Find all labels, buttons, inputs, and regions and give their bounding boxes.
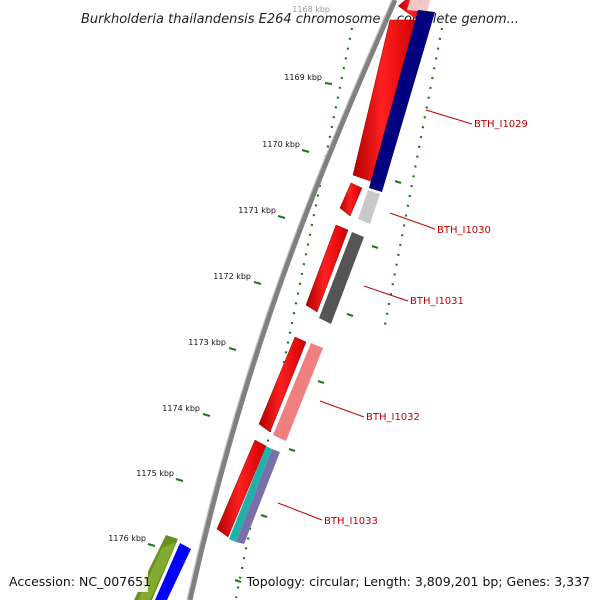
tick-mark (175, 478, 184, 482)
tick-1168: 1168 kbp (292, 5, 330, 14)
tick-mark (277, 215, 286, 219)
tick-label: 1176 kbp (108, 534, 146, 543)
outer-tick-marks (234, 180, 402, 583)
gene-BTH_I1029-cog[interactable] (369, 10, 435, 192)
tick-mark (147, 543, 156, 547)
gene-labels: BTH_I1029 BTH_I1030 BTH_I1031 BTH_I1032 … (277, 109, 528, 527)
map-title: Burkholderia thailandensis E264 chromoso… (81, 12, 519, 27)
tick-label: 1170 kbp (262, 140, 300, 149)
gene-BTH_I1032-cds[interactable] (258, 336, 307, 433)
tick-label: 1169 kbp (284, 73, 322, 82)
gene-blue-cog[interactable] (155, 543, 191, 600)
tick-mark (324, 82, 333, 85)
tick-label: 1174 kbp (162, 404, 200, 413)
tick-dots-inner (234, 27, 354, 599)
tick-label: 1173 kbp (188, 338, 226, 347)
tick-label: 1175 kbp (136, 469, 174, 478)
gene-BTH_I1031-cog[interactable] (319, 232, 364, 324)
tick-1172: 1172 kbp (213, 272, 262, 285)
tick-label: 1171 kbp (238, 206, 276, 215)
gene-label-BTH_I1030[interactable]: BTH_I1030 (437, 225, 491, 236)
gene-BTH_I1030-cds[interactable] (339, 182, 363, 217)
tick-1170: 1170 kbp (262, 140, 310, 153)
tick-mark (228, 347, 237, 351)
label-leader (363, 285, 409, 302)
tick-label: 1172 kbp (213, 272, 251, 281)
gene-label-BTH_I1032[interactable]: BTH_I1032 (366, 412, 420, 423)
cog-track (229, 0, 435, 544)
tick-1174: 1174 kbp (162, 404, 211, 417)
gene-BTH_I1033-cds[interactable] (216, 439, 267, 538)
gene-BTH_I1033-cog[interactable] (229, 446, 280, 544)
tick-1173: 1173 kbp (188, 338, 237, 351)
gene-BTH_I1030-cog[interactable] (358, 190, 380, 224)
kbp-ticks: 1168 kbp 1169 kbp 1170 kbp 1171 kbp 1172… (108, 5, 333, 547)
label-leader (389, 212, 436, 230)
gene-BTH_I1032-cog[interactable] (273, 343, 323, 441)
tick-1175: 1175 kbp (136, 469, 184, 482)
genome-summary-text: Topology: circular; Length: 3,809,201 bp… (246, 574, 590, 589)
tick-1171: 1171 kbp (238, 206, 286, 219)
tick-mark (301, 149, 310, 153)
tick-mark (202, 413, 211, 417)
tick-label: 1168 kbp (292, 5, 330, 14)
tick-1169: 1169 kbp (284, 73, 333, 85)
label-leader (319, 400, 365, 418)
label-leader (425, 109, 473, 125)
tick-mark (253, 281, 262, 285)
genome-backbone (187, 0, 398, 600)
label-leader (277, 502, 323, 521)
tick-dots-outer (382, 27, 444, 331)
gene-BTH_I1031-cds[interactable] (305, 224, 349, 313)
tick-1176: 1176 kbp (108, 534, 156, 547)
gene-label-BTH_I1031[interactable]: BTH_I1031 (410, 296, 464, 307)
gene-label-BTH_I1029[interactable]: BTH_I1029 (474, 119, 528, 130)
gene-label-BTH_I1033[interactable]: BTH_I1033 (324, 516, 378, 527)
cds-track (216, 0, 428, 538)
accession-text: Accession: NC_007651 (9, 574, 151, 589)
